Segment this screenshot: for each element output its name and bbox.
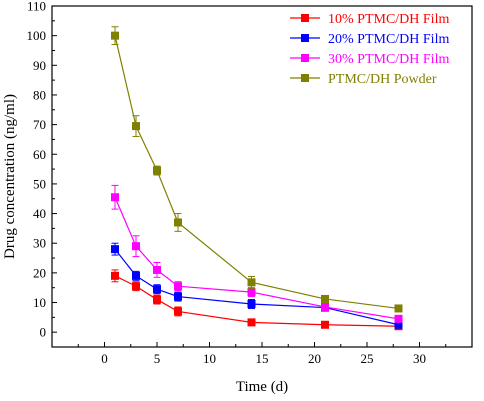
series-4 [111, 26, 403, 313]
data-point [174, 282, 182, 291]
x-axis-title: Time (d) [236, 379, 288, 395]
data-point [247, 288, 256, 297]
legend-entry: 20% PTMC/DH Film [290, 32, 449, 47]
legend-label: PTMC/DH Powder [328, 72, 437, 87]
legend-label: 20% PTMC/DH Film [328, 32, 449, 47]
data-point [321, 294, 329, 303]
data-point [132, 282, 140, 291]
data-point [174, 292, 182, 301]
data-point [174, 218, 182, 227]
legend-label: 10% PTMC/DH Film [328, 12, 449, 27]
y-tick-label: 40 [33, 206, 46, 221]
y-tick-label: 60 [33, 147, 46, 162]
y-tick-label: 100 [27, 28, 47, 43]
data-point [153, 166, 161, 175]
x-tick-label: 10 [203, 351, 216, 366]
y-tick-label: 10 [33, 295, 46, 310]
series-layer [111, 26, 403, 331]
data-point [111, 271, 119, 280]
data-point [321, 320, 329, 329]
legend-label: 30% PTMC/DH Film [328, 52, 449, 67]
data-point [394, 320, 403, 329]
data-point [394, 304, 403, 313]
data-point [174, 307, 182, 316]
data-point [111, 245, 119, 254]
data-point [247, 300, 256, 309]
y-tick-label: 50 [33, 176, 46, 191]
data-point [132, 242, 140, 251]
data-point [132, 122, 140, 131]
legend-marker [301, 14, 309, 22]
y-axis-title: Drug concentration (ng/ml) [2, 94, 18, 259]
y-tick-label: 90 [33, 58, 46, 73]
legend-marker [301, 74, 309, 82]
legend-entry: 10% PTMC/DH Film [290, 12, 449, 27]
x-tick-label: 15 [256, 351, 269, 366]
x-tick-label: 30 [413, 351, 426, 366]
series-3 [111, 184, 403, 323]
legend-marker [301, 34, 309, 42]
y-tick-label: 110 [27, 0, 46, 14]
y-tick-label: 0 [40, 325, 47, 340]
axes-layer: 0 5 10 15 20 25 30 0 10 20 30 40 50 60 70 80 90 100 110 [27, 0, 473, 366]
data-point [153, 285, 161, 294]
series-1 [111, 269, 403, 331]
y-tick-label: 30 [33, 236, 46, 251]
data-point [153, 265, 161, 274]
legend-entry: 30% PTMC/DH Film [290, 52, 449, 67]
legend-entry: PTMC/DH Powder [290, 72, 437, 87]
legend-marker [301, 54, 309, 62]
x-tick-label: 25 [361, 351, 374, 366]
y-tick-label: 70 [33, 117, 46, 132]
series-2 [111, 242, 403, 329]
legend: 10% PTMC/DH Film 20% PTMC/DH Film 30% PTMC… [290, 12, 449, 87]
y-tick-label: 20 [33, 265, 46, 280]
data-point [132, 271, 140, 280]
y-tick-label: 80 [33, 87, 46, 102]
data-point [247, 278, 256, 287]
data-point [111, 31, 119, 40]
x-tick-label: 0 [101, 351, 108, 366]
data-point [111, 193, 119, 202]
x-tick-label: 20 [308, 351, 321, 366]
data-point [321, 302, 329, 311]
x-tick-label: 5 [154, 351, 161, 366]
data-point [153, 295, 161, 304]
data-point [247, 318, 256, 327]
data-point [394, 314, 403, 323]
